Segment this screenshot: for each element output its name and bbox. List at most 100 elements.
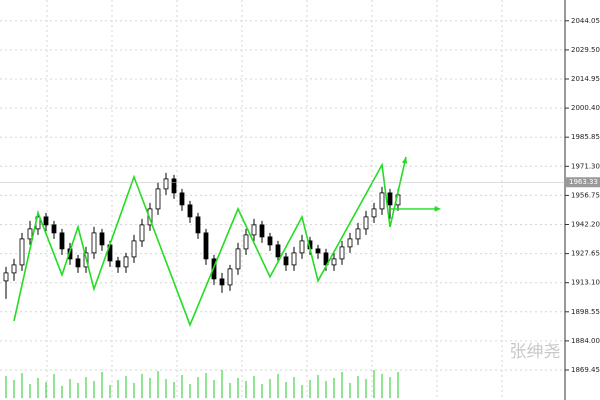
volume-bar: [101, 372, 103, 398]
candle-body: [195, 216, 201, 234]
volume-bar: [333, 378, 335, 398]
zigzag-arrowhead: [401, 156, 408, 164]
volume-bar: [21, 373, 23, 398]
candle-body: [11, 264, 17, 274]
current-price-box: [566, 177, 600, 188]
current-price-label: 1963.33: [569, 178, 598, 186]
candle-body: [171, 178, 177, 194]
candle-body: [115, 260, 121, 268]
candle-body: [339, 246, 345, 260]
candle-body: [315, 248, 321, 254]
volume-bar: [77, 383, 79, 398]
y-tick-label: 2044.05: [571, 17, 600, 25]
volume-bar: [85, 377, 87, 398]
candle-body: [91, 232, 97, 254]
candle-body: [235, 248, 241, 270]
volume-bar: [237, 378, 239, 398]
candle-body: [283, 256, 289, 266]
candle-body: [347, 238, 353, 248]
y-tick-label: 2029.50: [571, 46, 600, 54]
candle-body: [139, 224, 145, 242]
candle-body: [163, 178, 169, 190]
volume-bar: [37, 378, 39, 398]
level-arrowhead: [434, 206, 441, 212]
volume-bar: [181, 375, 183, 398]
volume-bar: [253, 376, 255, 398]
volume-bar: [125, 376, 127, 398]
candle-body: [27, 228, 33, 240]
y-tick-label: 1913.10: [571, 279, 600, 287]
volume-bar: [373, 370, 375, 398]
candle-body: [371, 208, 377, 218]
volume-bar: [141, 374, 143, 398]
candle-body: [299, 240, 305, 254]
volume-bar: [149, 378, 151, 398]
candle-body: [363, 216, 369, 230]
volume-bar: [165, 379, 167, 398]
volume-bar: [157, 371, 159, 398]
y-tick-label: 2014.95: [571, 75, 600, 83]
volume-bar: [229, 383, 231, 398]
candle-body: [275, 244, 281, 258]
volume-bar: [61, 386, 63, 398]
candle-body: [179, 192, 185, 206]
volume-bar: [69, 379, 71, 398]
volume-bar: [365, 379, 367, 398]
zigzag-line: [13, 156, 407, 328]
volume-bar: [309, 380, 311, 398]
volume-bar: [205, 373, 207, 398]
y-tick-label: 1898.55: [571, 308, 600, 316]
y-tick-label: 2000.40: [571, 104, 600, 112]
candle-body: [203, 232, 209, 260]
volume-bar: [29, 384, 31, 398]
candle-body: [99, 232, 105, 246]
y-tick-label: 1942.20: [571, 221, 600, 229]
candle-body: [147, 208, 153, 226]
volume-bar: [189, 384, 191, 398]
candle-body: [187, 204, 193, 218]
v-grid: [46, 0, 503, 400]
volume-bar: [269, 379, 271, 398]
volume-bar: [341, 372, 343, 398]
volume-bar: [293, 377, 295, 398]
volume-bar: [173, 382, 175, 398]
candle-body: [3, 272, 9, 282]
candle-body: [51, 224, 57, 234]
candle-body: [75, 258, 81, 268]
volume-bar: [301, 385, 303, 398]
candle-body: [243, 234, 249, 250]
candle-body: [131, 240, 137, 258]
y-tick-label: 1956.75: [571, 191, 600, 199]
volume-bar: [213, 380, 215, 398]
volume-bar: [93, 381, 95, 398]
y-tick-label: 1869.45: [571, 366, 600, 374]
volume-bar: [357, 376, 359, 398]
candle-body: [123, 256, 129, 268]
volume-bar: [325, 381, 327, 398]
volume-bar: [45, 382, 47, 398]
volume-bar: [133, 383, 135, 398]
candle-body: [219, 278, 225, 286]
candle-body: [19, 238, 25, 266]
volume-bar: [109, 385, 111, 398]
candle-body: [59, 232, 65, 250]
volume-bar: [277, 374, 279, 398]
candle-body: [267, 236, 273, 246]
candle-body: [355, 228, 361, 240]
candle-body: [155, 188, 161, 210]
volume-bar: [397, 372, 399, 398]
candle-body: [251, 224, 257, 236]
volume-bar: [317, 375, 319, 398]
volume-bar: [381, 374, 383, 398]
volume-bar: [245, 381, 247, 398]
candle-body: [259, 224, 265, 238]
y-tick-label: 1927.65: [571, 250, 600, 258]
candle-body: [387, 192, 393, 206]
volume-bar: [221, 370, 223, 398]
volume-bar: [389, 377, 391, 398]
candle-body: [291, 252, 297, 266]
candle-body: [379, 192, 385, 210]
y-tick-label: 1985.85: [571, 133, 600, 141]
y-tick-label: 1884.00: [571, 337, 600, 345]
